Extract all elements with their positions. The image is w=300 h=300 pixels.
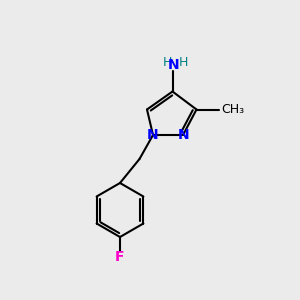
Text: N: N [147, 128, 158, 142]
Text: H: H [178, 56, 188, 70]
Text: N: N [168, 58, 180, 72]
Text: CH₃: CH₃ [221, 103, 244, 116]
Text: H: H [162, 56, 172, 70]
Text: N: N [178, 128, 189, 142]
Text: F: F [115, 250, 125, 264]
